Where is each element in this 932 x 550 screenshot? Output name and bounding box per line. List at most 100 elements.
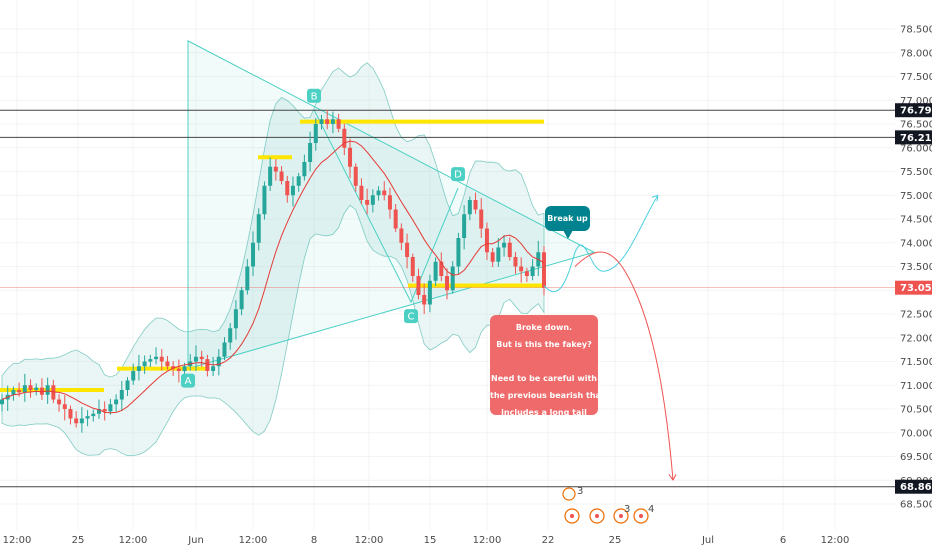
price-badge-label: 76.219 — [900, 133, 932, 144]
y-tick-label: 74.000 — [900, 238, 932, 249]
candle-body — [154, 356, 159, 360]
x-tick-label: 15 — [424, 535, 437, 546]
y-tick-label: 78.500 — [900, 25, 932, 36]
event-markers: 3 3 4 — [562, 486, 654, 524]
event-marker-icon — [562, 487, 576, 501]
bearish-arrowhead — [668, 473, 677, 481]
x-tick-label: 6 — [780, 535, 786, 546]
candle-body — [524, 271, 529, 276]
candle-body — [416, 276, 421, 295]
y-tick-label: 74.500 — [900, 215, 932, 226]
candle-body — [251, 242, 256, 267]
candle-body — [171, 366, 176, 369]
moving-average-line — [1, 140, 545, 414]
candle-body — [484, 228, 489, 253]
point-badge-c — [404, 309, 418, 324]
candle-body — [182, 366, 187, 371]
bearish-projection — [574, 251, 674, 481]
candle-body — [427, 280, 432, 305]
y-tick-label: 72.500 — [900, 310, 932, 321]
event-marker-dot — [570, 514, 574, 518]
y-tick-label: 70.500 — [900, 405, 932, 416]
x-tick-label: Jun — [187, 535, 204, 546]
candle-body — [542, 252, 546, 288]
candle-body — [205, 359, 210, 371]
y-tick-label: 71.500 — [900, 357, 932, 368]
event-marker-dot — [639, 514, 643, 518]
candle-body — [496, 247, 501, 262]
y-tick-label: 76.500 — [900, 120, 932, 131]
broke-down-callout: Broke down. But is this the fakey? Need … — [490, 315, 605, 417]
callout-line: Broke down. — [515, 323, 573, 332]
x-tick-label: 25 — [609, 535, 622, 546]
y-tick-label: 77.500 — [900, 72, 932, 83]
candle-body — [290, 185, 295, 196]
price-axis-ticks: 78.500 78.000 77.500 77.000 76.500 76.000 75.5… — [900, 25, 932, 511]
x-tick-label: 12:00 — [3, 535, 32, 546]
candle-body — [216, 356, 221, 367]
x-tick-label: Jul — [701, 535, 714, 546]
event-marker-dot — [619, 514, 623, 518]
candle-body — [119, 390, 124, 400]
price-badge-label: 73.054 — [900, 283, 932, 294]
candle-body — [62, 404, 67, 409]
candle-body — [279, 171, 284, 181]
candle-body — [245, 266, 250, 291]
candle-body — [456, 238, 461, 267]
candle-body — [222, 342, 227, 357]
candle-body — [530, 266, 535, 276]
bullish-arrowhead — [651, 194, 659, 202]
callout-line: includes a long tail — [501, 408, 587, 417]
candle-body — [285, 181, 290, 196]
x-tick-label: 8 — [311, 535, 317, 546]
candle-body — [256, 214, 261, 243]
price-axis[interactable] — [895, 0, 932, 550]
candle-body — [365, 200, 370, 205]
candle-body — [342, 128, 347, 148]
price-badge-label: 76.790 — [900, 106, 932, 117]
callout-line: the previous bearish that — [490, 391, 605, 400]
candle-body — [28, 385, 33, 390]
y-tick-label: 69.500 — [900, 452, 932, 463]
candle-body — [502, 242, 507, 248]
candle-body — [193, 356, 198, 362]
candle-body — [433, 261, 438, 281]
candle-body — [410, 257, 415, 276]
candle-body — [22, 385, 27, 393]
candle-body — [45, 385, 50, 395]
candle-body — [273, 166, 278, 172]
y-tick-label: 78.000 — [900, 48, 932, 59]
x-tick-label: 12:00 — [473, 535, 502, 546]
point-label: C — [408, 312, 415, 323]
price-badge — [895, 130, 932, 145]
callout-pointer — [563, 230, 573, 239]
bullish-projection — [543, 194, 659, 293]
candle-body — [353, 166, 358, 186]
candle-body — [393, 209, 398, 229]
pattern-points: A B C D — [181, 88, 465, 388]
candle-body — [11, 390, 16, 395]
candle-body — [239, 290, 244, 310]
point-badge-b — [307, 88, 321, 103]
y-tick-label: 77.000 — [900, 96, 932, 107]
ma-line — [1, 140, 545, 414]
candle-body — [17, 390, 22, 393]
x-tick-label: 12:00 — [355, 535, 384, 546]
candlestick-series — [0, 109, 546, 433]
candle-body — [376, 190, 381, 196]
wave-line — [313, 109, 459, 304]
price-badges: 76.790 76.219 73.054 68.864 — [895, 103, 932, 494]
price-badge — [895, 280, 932, 295]
bollinger-band — [1, 62, 545, 457]
callout-line — [490, 353, 598, 370]
candle-body — [176, 368, 181, 371]
candle-body — [131, 371, 136, 381]
candle-body — [57, 399, 62, 405]
candle-body — [490, 252, 495, 262]
candle-body — [91, 413, 96, 417]
candle-body — [96, 409, 101, 414]
candle-body — [387, 195, 392, 210]
point-label: D — [454, 170, 462, 181]
y-tick-label: 73.500 — [900, 262, 932, 273]
